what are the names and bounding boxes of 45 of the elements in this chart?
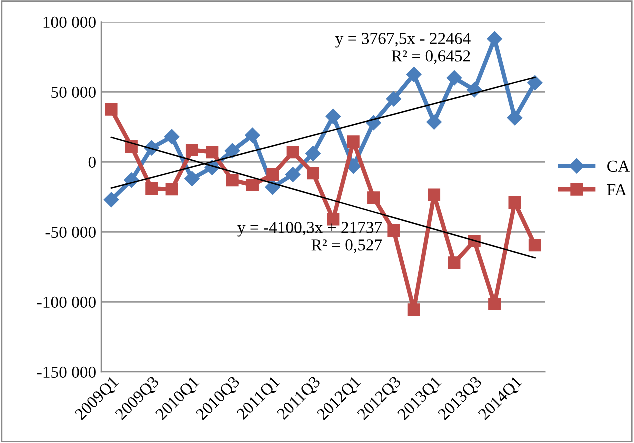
point [448, 256, 461, 270]
y-tick-label: -150 000 [37, 366, 96, 378]
point [507, 110, 523, 126]
point [265, 180, 280, 195]
point [428, 188, 441, 202]
point [146, 182, 158, 195]
point [386, 92, 402, 107]
point [408, 304, 420, 316]
point [164, 129, 180, 145]
point [266, 168, 280, 181]
point [245, 128, 260, 144]
point [286, 146, 300, 159]
point [286, 167, 301, 182]
point [224, 143, 240, 159]
y-tick-label: -50 000 [46, 226, 96, 238]
point [528, 239, 542, 252]
y-tick-label: 100 000 [44, 16, 96, 28]
point [347, 136, 360, 148]
point [104, 192, 120, 208]
legend-label: CA [608, 160, 630, 172]
point [186, 144, 198, 156]
point [426, 114, 442, 130]
legend-label: FA [607, 184, 627, 196]
point [487, 31, 502, 47]
point [368, 192, 380, 204]
annotation: y = -4100,3x + 21737 R² = 0,527 [238, 222, 382, 254]
point [306, 146, 321, 162]
point [488, 298, 502, 310]
point [184, 171, 200, 187]
point [406, 67, 422, 82]
annotation: y = 3767,5x - 22464 R² = 0,6452 [336, 33, 471, 64]
y-tick-label: 50 000 [52, 86, 96, 98]
y-tick-label: 0 [88, 156, 96, 168]
point [307, 167, 320, 180]
point [326, 109, 341, 124]
point [246, 178, 259, 192]
point [508, 196, 522, 209]
point [206, 146, 219, 159]
y-tick-label: -100 000 [37, 296, 96, 308]
point [226, 174, 239, 187]
point [166, 183, 178, 196]
point [528, 75, 543, 91]
point [446, 70, 462, 86]
point [388, 224, 400, 237]
point [105, 103, 118, 116]
